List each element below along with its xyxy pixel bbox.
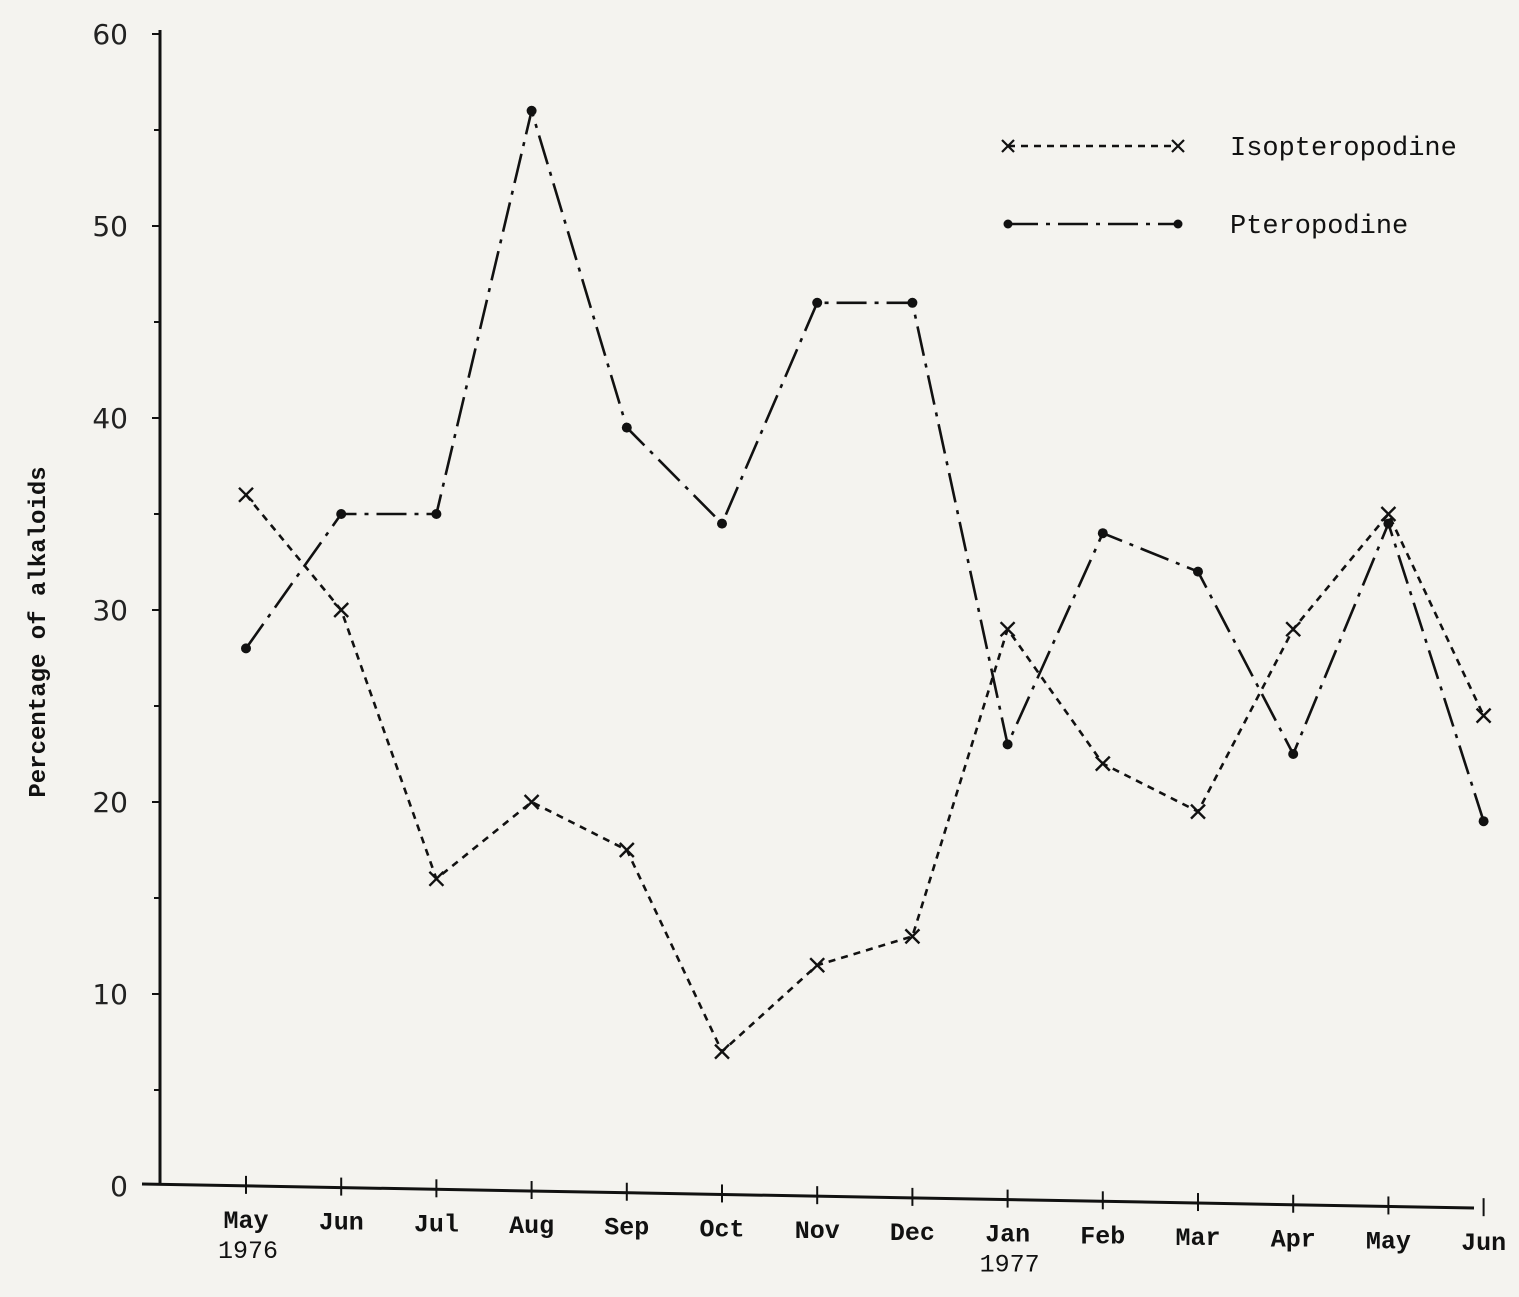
x-axis-line: [141, 1182, 1475, 1210]
point-stroke: [809, 957, 826, 974]
x-tick-label-month: Oct: [699, 1215, 744, 1244]
y-axis-title: Percentage of alkaloids: [26, 466, 53, 797]
y-tick-label: 0: [110, 1170, 128, 1203]
point-pteropodine: [1193, 566, 1203, 577]
point-stroke: [1475, 707, 1492, 724]
point-isopteropodine: [714, 1043, 730, 1060]
point-pteropodine: [621, 422, 632, 433]
point-isopteropodine: [1475, 707, 1492, 724]
y-tick-label: 30: [92, 594, 128, 627]
legend-marker: [1173, 219, 1183, 229]
point-isopteropodine: [1190, 803, 1206, 820]
point-isopteropodine: [904, 928, 921, 945]
point-stroke: [618, 842, 635, 858]
y-tick-label: 40: [92, 402, 128, 435]
point-stroke: [1285, 621, 1302, 638]
point-stroke: [999, 621, 1016, 638]
point-pteropodine: [1097, 528, 1108, 539]
series-line-pteropodine: [244, 109, 1485, 822]
point-pteropodine: [1002, 739, 1013, 750]
point-stroke: [1380, 506, 1397, 522]
point-pteropodine: [907, 297, 918, 308]
x-tick-label-month: Feb: [1080, 1222, 1125, 1251]
point-isopteropodine: [428, 870, 445, 887]
legend-label-pteropodine: Pteropodine: [1230, 212, 1408, 242]
x-tick-label-month: Dec: [890, 1219, 935, 1248]
x-tick-label-month: Nov: [795, 1217, 840, 1246]
point-pteropodine: [336, 509, 347, 519]
y-axis-ticks: 0 10 20 30 40 50 60: [92, 18, 160, 1203]
point-isopteropodine: [809, 957, 826, 974]
x-tick-label-month: Mar: [1175, 1224, 1220, 1253]
series-line-isopteropodine: [244, 493, 1485, 1053]
point-isopteropodine: [238, 486, 254, 503]
y-tick-label: 50: [92, 210, 128, 243]
x-tick-label-year: 1976: [218, 1237, 278, 1266]
point-pteropodine: [241, 643, 251, 654]
point-isopteropodine: [523, 794, 540, 810]
x-tick-label-month: May: [223, 1207, 268, 1236]
point-pteropodine: [1478, 816, 1489, 827]
series-layer: [238, 105, 1492, 1060]
legend-label-isopteropodine: Isopteropodine: [1230, 134, 1457, 164]
x-tick-label-month: Jan: [985, 1221, 1030, 1250]
point-stroke: [1190, 803, 1206, 820]
x-tick-label-month: Jun: [1461, 1229, 1506, 1258]
legend-marker: [1003, 219, 1013, 229]
point-stroke: [428, 870, 445, 887]
y-tick-label: 60: [92, 18, 128, 51]
legend: Isopteropodine Pteropodine: [1001, 134, 1457, 242]
point-isopteropodine: [999, 621, 1016, 638]
point-pteropodine: [1288, 749, 1299, 759]
x-tick-label-month: Aug: [509, 1212, 554, 1241]
legend-marker: [1171, 139, 1185, 153]
point-isopteropodine: [1380, 506, 1397, 522]
point-stroke: [238, 486, 254, 503]
point-isopteropodine: [333, 602, 350, 618]
x-tick-label-month: May: [1366, 1227, 1411, 1256]
x-tick-label-month: Sep: [604, 1214, 649, 1243]
point-stroke: [1094, 755, 1111, 772]
point-pteropodine: [431, 509, 442, 519]
point-stroke: [523, 794, 540, 810]
point-stroke: [714, 1043, 730, 1060]
point-isopteropodine: [1285, 621, 1302, 638]
point-isopteropodine: [618, 842, 635, 858]
point-stroke: [904, 928, 921, 945]
y-tick-label: 10: [92, 978, 128, 1011]
point-pteropodine: [812, 297, 823, 308]
y-axis: 0 10 20 30 40 50 60 Percentage of alkaloids: [26, 18, 162, 1203]
x-tick-label-month: Jun: [319, 1209, 364, 1238]
x-tick-label-month: Jul: [414, 1210, 459, 1239]
point-pteropodine: [526, 105, 537, 116]
legend-marker: [1001, 139, 1015, 153]
point-pteropodine: [717, 518, 727, 529]
point-pteropodine: [1383, 518, 1394, 529]
x-tick-label-year: 1977: [980, 1251, 1040, 1280]
y-tick-label: 20: [92, 786, 128, 819]
point-stroke: [333, 602, 350, 618]
point-isopteropodine: [1094, 755, 1111, 772]
x-tick-label-month: Apr: [1271, 1226, 1316, 1255]
